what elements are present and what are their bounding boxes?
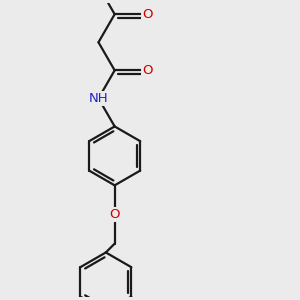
Text: NH: NH: [89, 92, 108, 105]
Text: O: O: [142, 64, 152, 77]
Text: O: O: [142, 8, 152, 21]
Text: O: O: [110, 208, 120, 221]
